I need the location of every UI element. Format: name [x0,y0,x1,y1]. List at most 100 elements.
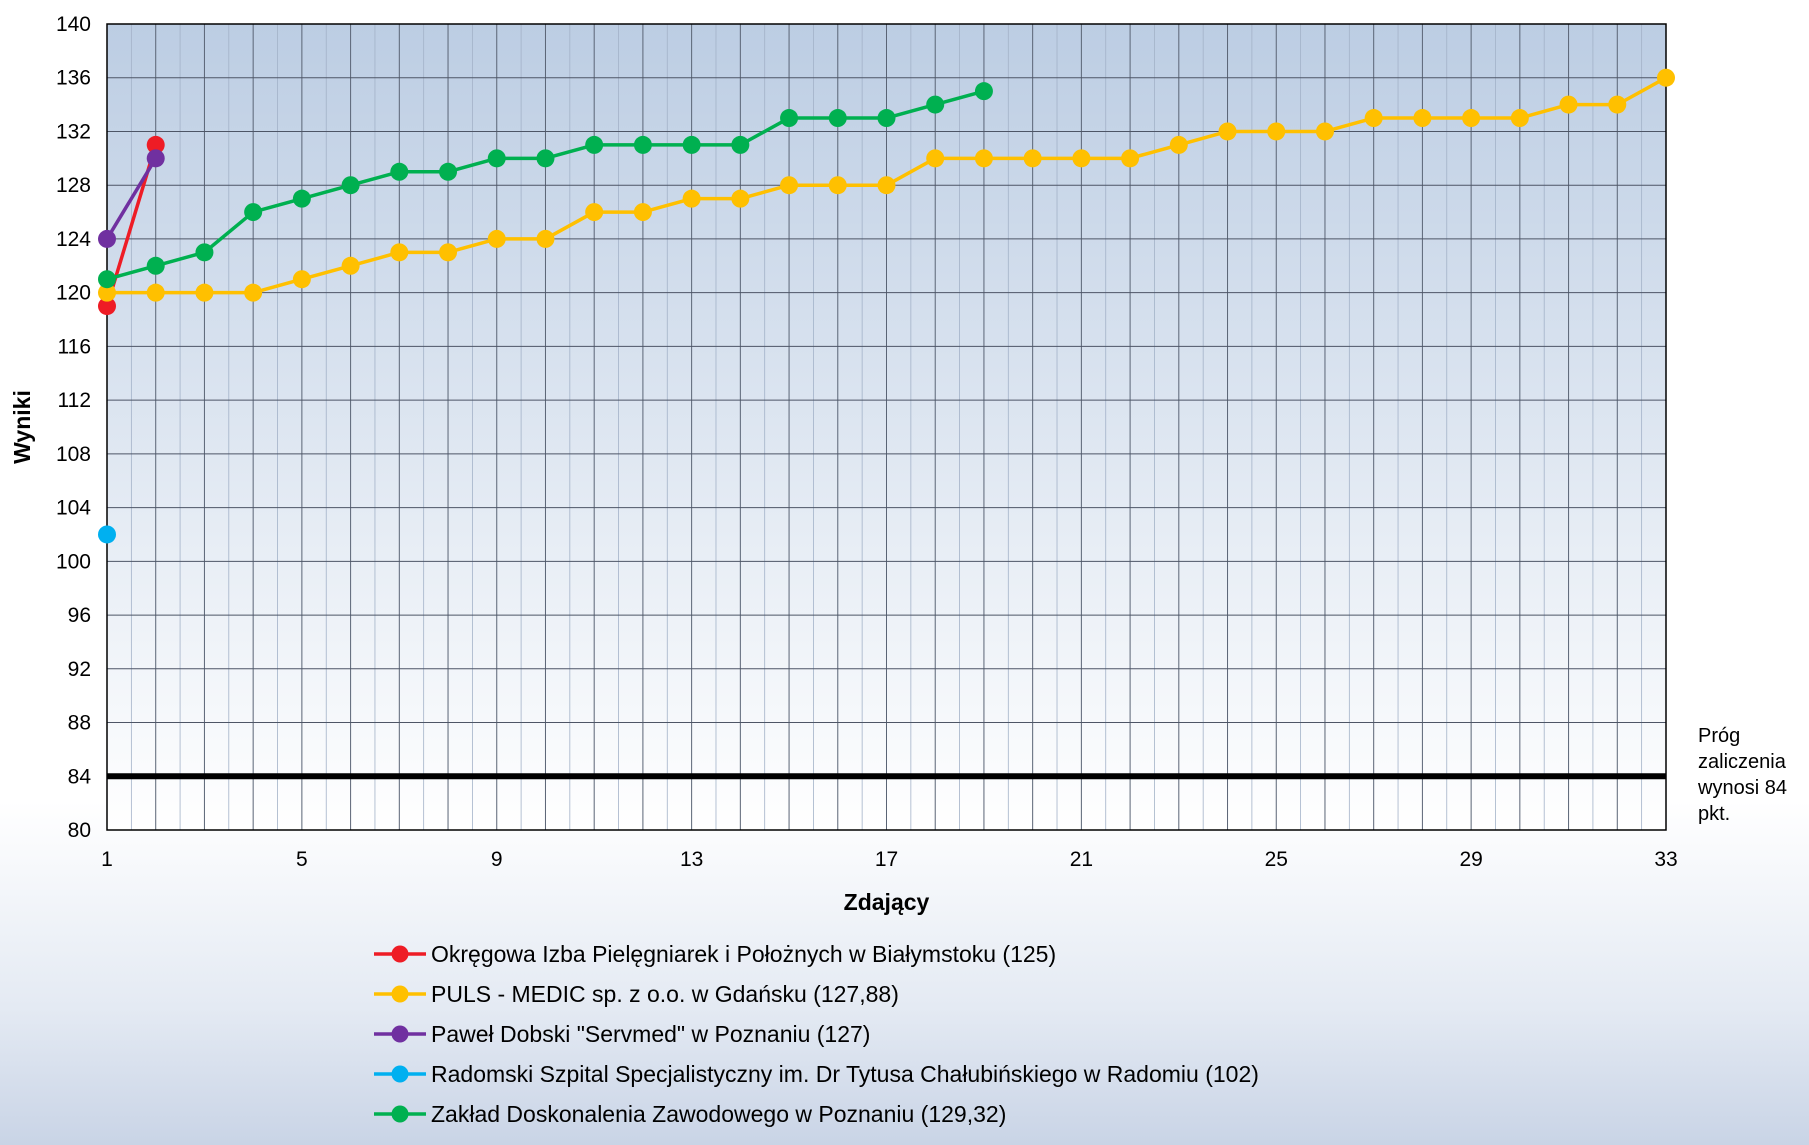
data-point [292,270,311,289]
legend-item: Okręgowa Izba Pielęgniarek i Położnych w… [374,941,1056,967]
legend-item: Zakład Doskonalenia Zawodowego w Poznani… [374,1101,1006,1127]
data-point [1364,109,1383,128]
y-tick-label: 100 [56,550,91,573]
plot-border [106,23,1667,831]
legend-swatch-marker [391,945,409,963]
data-point [390,243,409,262]
legend-item: PULS - MEDIC sp. z o.o. w Gdańsku (127,8… [374,981,899,1007]
data-point [1072,149,1091,168]
data-point [98,270,116,289]
data-point [1267,122,1286,141]
data-point [1510,109,1529,128]
y-tick-label: 132 [56,120,91,143]
data-point [682,189,701,208]
x-tick-label: 25 [1265,848,1288,871]
x-tick-label: 21 [1070,848,1093,871]
x-tick-label: 13 [680,848,703,871]
series [98,149,165,248]
y-tick-label: 96 [68,604,91,627]
x-tick-label: 9 [491,848,503,871]
data-point [1121,149,1140,168]
series-line [105,157,158,240]
data-point [974,149,993,168]
data-point [98,229,116,248]
data-point [877,109,896,128]
x-tick-label: 33 [1654,848,1677,871]
data-point [390,162,409,181]
y-tick-label: 116 [58,335,91,358]
data-point [487,149,506,168]
data-point [585,203,604,222]
y-tick-label: 136 [56,67,91,90]
series-group [98,68,1675,544]
threshold-label-line: wynosi 84 [1697,777,1787,799]
data-point [341,256,360,275]
data-point [1657,68,1675,87]
y-tick-label: 112 [58,389,91,412]
legend-label: PULS - MEDIC sp. z o.o. w Gdańsku (127,8… [431,981,899,1007]
data-point [780,176,799,195]
data-point [1608,95,1627,114]
data-point [1315,122,1334,141]
data-point [682,135,701,154]
data-point [633,203,652,222]
data-point [98,525,116,544]
legend-label: Radomski Szpital Specjalistyczny im. Dr … [431,1061,1259,1087]
data-point [1462,109,1481,128]
y-tick-label: 84 [68,765,92,788]
data-point [585,135,604,154]
legend-item: Paweł Dobski "Servmed" w Poznaniu (127) [374,1021,870,1047]
series [98,525,116,544]
data-point [1023,149,1042,168]
data-point [1218,122,1237,141]
data-point [877,176,896,195]
data-point [926,149,945,168]
threshold-label-line: pkt. [1698,803,1730,825]
legend-swatch-marker [391,1025,409,1043]
legend-swatch-marker [391,1105,409,1123]
threshold-group: Próg zaliczenia wynosi 84 pkt. [107,725,1787,825]
y-tick-label: 80 [68,819,91,842]
legend-label: Zakład Doskonalenia Zawodowego w Poznani… [431,1101,1006,1127]
x-tick-label: 29 [1459,848,1482,871]
data-point [828,109,847,128]
y-tick-label: 128 [56,174,91,197]
y-tick-label: 140 [56,13,91,36]
data-point [1559,95,1578,114]
data-point [146,256,165,275]
y-tick-label: 88 [68,712,91,735]
data-point [98,297,116,316]
data-point [244,203,263,222]
data-point [292,189,311,208]
y-tick-label: 104 [56,497,91,520]
series [98,68,1675,302]
data-point [439,162,458,181]
data-point [1169,135,1188,154]
x-tick-label: 1 [101,848,113,871]
legend: Okręgowa Izba Pielęgniarek i Położnych w… [374,941,1259,1127]
data-point [146,283,165,302]
y-tick-label: 108 [56,443,91,466]
data-point [195,283,214,302]
data-point [244,283,263,302]
data-point [146,135,165,154]
tick-labels: 80 84 88 92 96 100 104 108 112 116 120 124 128 132 136… [56,13,1678,871]
data-point [633,135,652,154]
y-tick-label: 120 [56,282,91,305]
x-axis-title: Zdający [844,889,930,915]
data-point [439,243,458,262]
legend-label: Okręgowa Izba Pielęgniarek i Położnych w… [431,941,1056,967]
legend-item: Radomski Szpital Specjalistyczny im. Dr … [374,1061,1259,1087]
data-point [828,176,847,195]
data-point [146,149,165,168]
x-tick-label: 17 [875,848,898,871]
y-axis-title: Wyniki [9,390,35,464]
data-point [195,243,214,262]
data-point [926,95,945,114]
data-point [974,82,993,101]
data-point [1413,109,1432,128]
legend-swatch-marker [391,1065,409,1083]
threshold-label-line: zaliczenia [1698,751,1787,773]
series [98,82,993,289]
